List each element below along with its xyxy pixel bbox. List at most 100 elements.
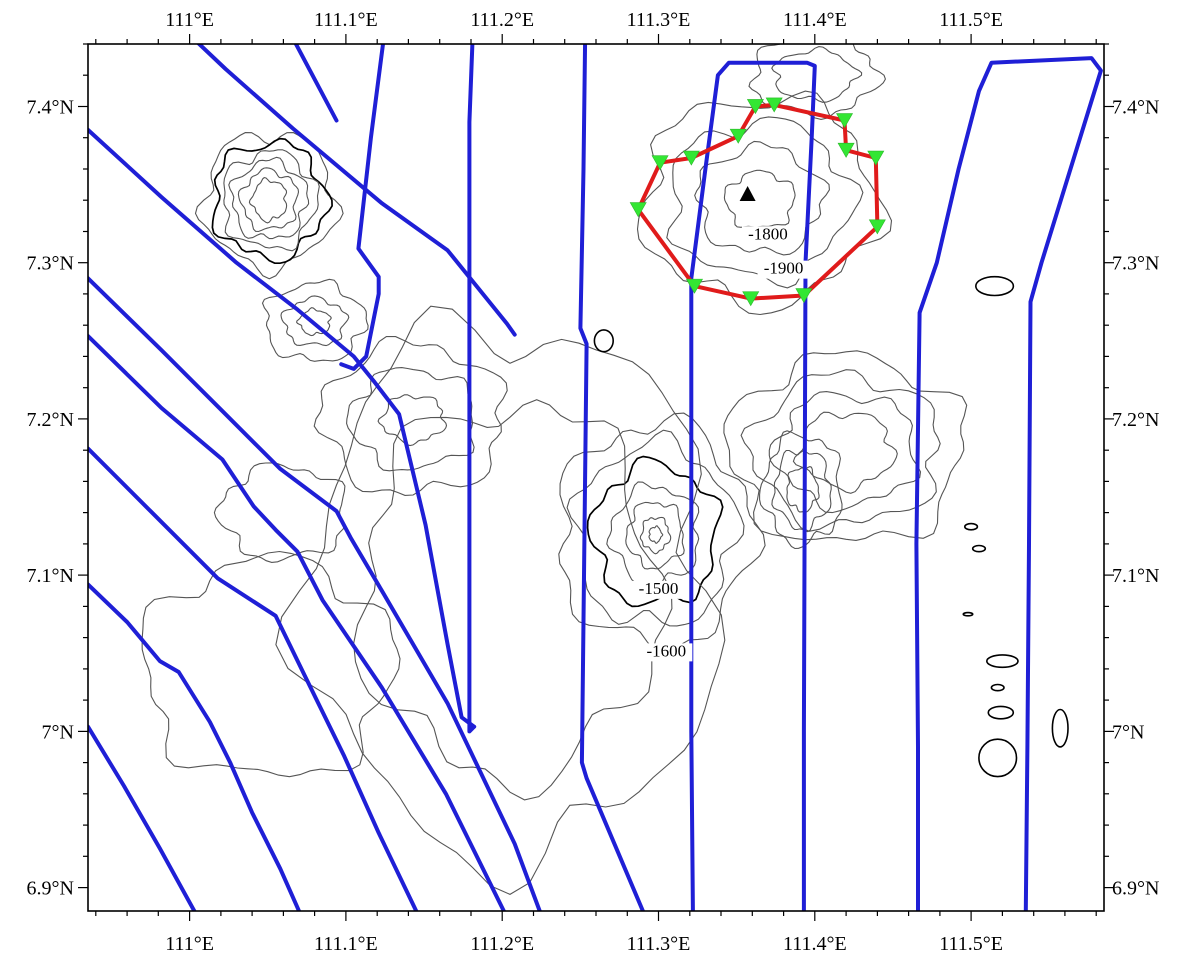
contour-line bbox=[261, 278, 369, 362]
bathymetry-contours bbox=[141, 44, 968, 896]
y-tick-label-left: 6.9°N bbox=[27, 878, 74, 900]
contour-label: -1800 bbox=[748, 224, 788, 243]
contour-line bbox=[786, 466, 820, 513]
contour-feature bbox=[974, 275, 1015, 297]
y-tick-label-left: 7°N bbox=[42, 721, 74, 743]
x-tick-label-top: 111.3°E bbox=[627, 9, 691, 31]
station-marker bbox=[765, 97, 783, 113]
contour-depth-labels: -1500 -1600 -1800 -1900 bbox=[632, 224, 810, 662]
contour-label: -1900 bbox=[764, 259, 804, 278]
contour-line bbox=[694, 140, 830, 256]
station-marker bbox=[868, 219, 886, 235]
contour-line bbox=[606, 481, 700, 587]
contour-line bbox=[759, 430, 843, 550]
contour-line bbox=[723, 350, 968, 541]
x-tick-label-bottom: 111.2°E bbox=[470, 933, 534, 955]
station-marker bbox=[742, 291, 760, 307]
y-tick-label-right: 7.1°N bbox=[1112, 565, 1159, 587]
y-tick-label-right: 7.4°N bbox=[1112, 96, 1159, 118]
contour-line bbox=[740, 369, 941, 532]
contour-feature bbox=[987, 705, 1015, 720]
ship-track-line bbox=[689, 60, 817, 911]
x-tick-label-bottom: 111.3°E bbox=[627, 933, 691, 955]
contour-label-bg bbox=[757, 260, 810, 279]
contour-feature bbox=[963, 522, 979, 531]
contour-line bbox=[558, 412, 766, 656]
axis-ticks bbox=[78, 34, 1114, 921]
contour-label: -1600 bbox=[647, 641, 687, 660]
x-tick-label-bottom: 111.1°E bbox=[314, 933, 378, 955]
x-tick-label-top: 111°E bbox=[165, 9, 214, 31]
station-marker bbox=[836, 113, 854, 129]
contour-line bbox=[313, 335, 508, 496]
x-tick-label-bottom: 111.4°E bbox=[783, 933, 847, 955]
y-tick-label-left: 7.4°N bbox=[27, 96, 74, 118]
small-contour-features bbox=[593, 275, 1069, 778]
ship-track-line bbox=[88, 446, 419, 911]
station-marker bbox=[837, 142, 855, 158]
ship-track-line bbox=[339, 44, 386, 371]
y-tick-label-right: 7.3°N bbox=[1112, 253, 1159, 275]
ship-track-line bbox=[578, 44, 645, 911]
contour-feature bbox=[978, 738, 1018, 778]
station-marker bbox=[685, 278, 703, 294]
contour-line bbox=[237, 167, 300, 233]
contour-line bbox=[625, 501, 685, 570]
contour-line bbox=[639, 516, 672, 555]
contour-line bbox=[768, 391, 922, 514]
ship-tracks bbox=[88, 44, 1103, 911]
station-marker bbox=[629, 202, 647, 218]
contour-line bbox=[275, 305, 726, 896]
ship-track-line bbox=[88, 724, 197, 911]
station-marker bbox=[682, 150, 700, 166]
contour-feature bbox=[1051, 708, 1069, 748]
station-marker bbox=[867, 150, 885, 166]
ship-track-line bbox=[88, 127, 477, 729]
ship-track-line bbox=[467, 44, 477, 734]
contour-line bbox=[792, 411, 898, 494]
contour-line bbox=[771, 449, 832, 533]
contour-line bbox=[223, 149, 320, 252]
contour-line bbox=[723, 169, 796, 228]
contour-feature bbox=[990, 683, 1005, 692]
station-marker bbox=[746, 99, 764, 115]
ship-track-line bbox=[293, 44, 339, 123]
contour-line bbox=[748, 44, 887, 120]
axis-tick-labels: 111°E 111°E 111.1°E 111.1°E 111.2°E 111.2°E 11… bbox=[27, 9, 1160, 955]
contour-line bbox=[213, 462, 346, 563]
center-triangle-marker bbox=[739, 185, 756, 201]
y-tick-label-left: 7.3°N bbox=[27, 253, 74, 275]
y-tick-label-left: 7.1°N bbox=[27, 565, 74, 587]
station-marker bbox=[729, 128, 747, 144]
x-tick-label-top: 111.5°E bbox=[939, 9, 1003, 31]
x-tick-label-top: 111.4°E bbox=[783, 9, 847, 31]
x-tick-label-bottom: 111.5°E bbox=[939, 933, 1003, 955]
contour-line bbox=[228, 156, 310, 240]
contour-feature bbox=[986, 654, 1019, 669]
ship-track-line bbox=[88, 276, 542, 911]
station-marker bbox=[795, 288, 813, 304]
y-tick-label-right: 6.9°N bbox=[1112, 878, 1159, 900]
ship-track-line bbox=[914, 56, 1103, 911]
contour-feature bbox=[962, 611, 974, 617]
contour-label-bg bbox=[741, 226, 794, 245]
y-tick-label-right: 7.2°N bbox=[1112, 409, 1159, 431]
station-polygon bbox=[636, 102, 880, 301]
contour-label-bg bbox=[632, 580, 685, 599]
x-tick-label-bottom: 111°E bbox=[165, 933, 214, 955]
contour-line bbox=[211, 137, 333, 265]
ship-track-line bbox=[88, 582, 301, 911]
contour-line bbox=[248, 177, 288, 224]
contour-line bbox=[771, 46, 863, 103]
y-tick-label-left: 7.2°N bbox=[27, 409, 74, 431]
ship-track-line bbox=[196, 44, 517, 337]
contour-line bbox=[377, 394, 448, 447]
contour-line bbox=[280, 295, 350, 347]
contour-line bbox=[648, 525, 664, 544]
contour-line bbox=[141, 550, 401, 778]
contour-line bbox=[346, 367, 475, 472]
contour-label-bg bbox=[640, 643, 693, 662]
x-tick-label-top: 111.2°E bbox=[470, 9, 534, 31]
